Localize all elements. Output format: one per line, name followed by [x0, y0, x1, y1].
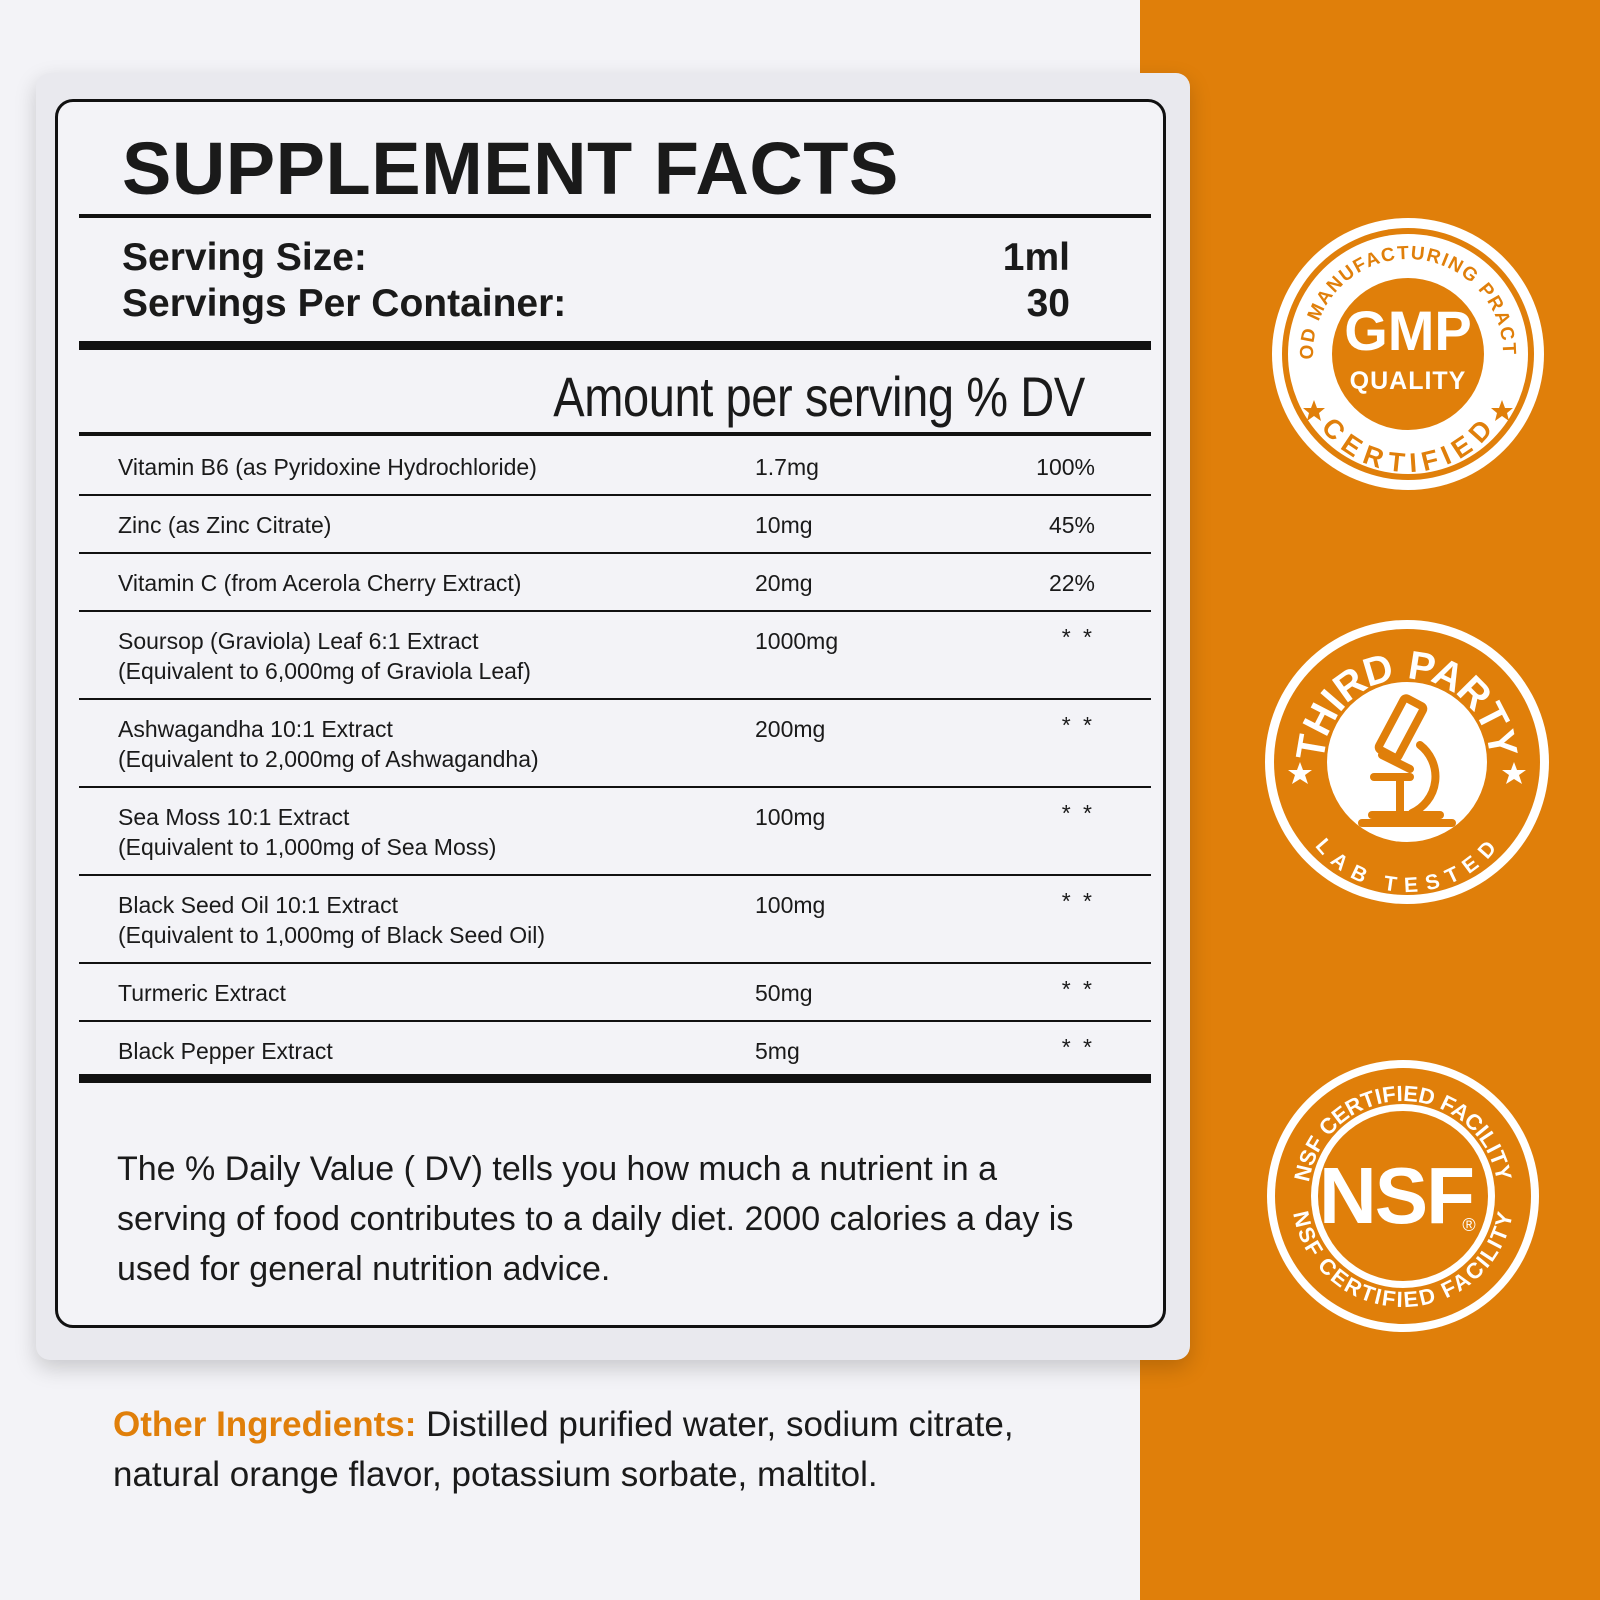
daily-value-footnote: The % Daily Value ( DV) tells you how mu… [117, 1150, 1074, 1288]
nsf-certified-facility-badge: NSF CERTIFIED FACILITY NSF CERTIFIED FAC… [1264, 1057, 1542, 1335]
servings-per-container-label: Servings Per Container: [122, 282, 567, 325]
ingredient-daily-value: * * [1061, 976, 1095, 1002]
gmp-quality-badge: GOOD MANUFACTURING PRACTICE CERTIFIED GM… [1268, 214, 1548, 494]
ingredient-equivalent-line: (Equivalent to 6,000mg of Graviola Leaf) [118, 658, 531, 684]
ingredient-daily-value: 22% [1048, 570, 1095, 596]
ingredient-daily-value: * * [1061, 888, 1095, 914]
ingredient-daily-value: * * [1061, 1034, 1095, 1060]
ingredient-daily-value: 45% [1048, 512, 1095, 538]
other-ingredients: Other Ingredients: Distilled purified wa… [113, 1400, 1113, 1500]
microscope-icon [1358, 694, 1456, 827]
ingredient-amount: 5mg [755, 1038, 800, 1064]
star-icon [1303, 400, 1513, 421]
serving-size-label: Serving Size: [122, 236, 367, 279]
ingredient-row: Black Pepper Extract 5mg * * [79, 1022, 1151, 1080]
ingredient-name: Vitamin C (from Acerola Cherry Extract) [118, 568, 521, 598]
ingredient-row: Turmeric Extract 50mg * * [79, 964, 1151, 1022]
ingredient-daily-value: 100% [1036, 454, 1095, 480]
ingredient-table: Vitamin B6 (as Pyridoxine Hydrochloride)… [79, 438, 1151, 1080]
serving-size-value: 1ml [1002, 236, 1070, 279]
ingredient-name: Zinc (as Zinc Citrate) [118, 510, 331, 540]
ingredient-row: Vitamin C (from Acerola Cherry Extract) 2… [79, 554, 1151, 612]
other-ingredients-text: Distilled purified water, sodium citrate… [113, 1405, 1014, 1494]
ingredient-equivalent-line: (Equivalent to 2,000mg of Ashwagandha) [118, 746, 539, 772]
ingredient-name: Turmeric Extract [118, 978, 286, 1008]
ingredient-name: Soursop (Graviola) Leaf 6:1 Extract (Equi… [118, 626, 531, 686]
ingredient-name-line: Sea Moss 10:1 Extract [118, 804, 350, 830]
ingredient-amount: 50mg [755, 980, 813, 1006]
ingredient-name-line: Black Seed Oil 10:1 Extract [118, 892, 398, 918]
thick-divider [79, 341, 1151, 350]
ingredient-amount: 100mg [755, 892, 826, 918]
ingredient-amount: 200mg [755, 716, 826, 742]
ingredient-row: Black Seed Oil 10:1 Extract (Equivalent t… [79, 876, 1151, 964]
ingredient-name: Sea Moss 10:1 Extract (Equivalent to 1,00… [118, 802, 496, 862]
ingredient-name-line: Soursop (Graviola) Leaf 6:1 Extract [118, 628, 479, 654]
ingredient-name: Vitamin B6 (as Pyridoxine Hydrochloride) [118, 452, 537, 482]
ingredient-name-line: Zinc (as Zinc Citrate) [118, 512, 332, 538]
ingredient-name-line: Turmeric Extract [118, 980, 286, 1006]
serving-size-row: Serving Size: 1ml [122, 238, 1070, 277]
ingredient-row: Ashwagandha 10:1 Extract (Equivalent to 2… [79, 700, 1151, 788]
ingredient-equivalent-line: (Equivalent to 1,000mg of Black Seed Oil… [118, 922, 546, 948]
ingredient-name: Ashwagandha 10:1 Extract (Equivalent to 2… [118, 714, 539, 774]
divider [79, 214, 1151, 218]
ingredient-name-line: Black Pepper Extract [118, 1038, 333, 1064]
ingredient-amount: 1.7mg [755, 454, 819, 480]
ingredient-row: Soursop (Graviola) Leaf 6:1 Extract (Equi… [79, 612, 1151, 700]
servings-per-container-value: 30 [1026, 282, 1070, 325]
ingredient-name: Black Seed Oil 10:1 Extract (Equivalent t… [118, 890, 545, 950]
ingredient-daily-value: * * [1061, 624, 1095, 650]
third-party-lab-tested-badge: THIRD PARTY LAB TESTED [1262, 617, 1552, 907]
ingredient-amount: 10mg [755, 512, 813, 538]
ingredient-name-line: Ashwagandha 10:1 Extract [118, 716, 393, 742]
ingredient-amount: 100mg [755, 804, 826, 830]
ingredient-daily-value: * * [1061, 800, 1095, 826]
ingredient-row: Zinc (as Zinc Citrate) 10mg 45% [79, 496, 1151, 554]
ingredient-amount: 1000mg [755, 628, 839, 654]
servings-per-container-row: Servings Per Container: 30 [122, 284, 1070, 323]
other-ingredients-label: Other Ingredients: [113, 1405, 417, 1444]
ingredient-amount: 20mg [755, 570, 813, 596]
gmp-sub-text: QUALITY [1350, 367, 1467, 395]
ingredient-name: Black Pepper Extract [118, 1036, 333, 1066]
divider [79, 432, 1151, 436]
nsf-main-text: NSF [1319, 1151, 1473, 1240]
ingredient-row: Vitamin B6 (as Pyridoxine Hydrochloride)… [79, 438, 1151, 496]
registered-mark: ® [1462, 1215, 1475, 1235]
ingredient-name-line: Vitamin B6 (as Pyridoxine Hydrochloride) [118, 454, 537, 480]
thick-divider [79, 1074, 1151, 1083]
label-title: SUPPLEMENT FACTS [122, 127, 899, 210]
ingredient-equivalent-line: (Equivalent to 1,000mg of Sea Moss) [118, 834, 497, 860]
gmp-main-text: GMP [1344, 299, 1472, 362]
supplement-facts-label: SUPPLEMENT FACTS Serving Size: 1ml Servi… [55, 99, 1166, 1328]
amount-per-serving-header: Amount per serving % DV [553, 365, 1085, 428]
ingredient-name-line: Vitamin C (from Acerola Cherry Extract) [118, 570, 522, 596]
ingredient-daily-value: * * [1061, 712, 1095, 738]
ingredient-row: Sea Moss 10:1 Extract (Equivalent to 1,00… [79, 788, 1151, 876]
